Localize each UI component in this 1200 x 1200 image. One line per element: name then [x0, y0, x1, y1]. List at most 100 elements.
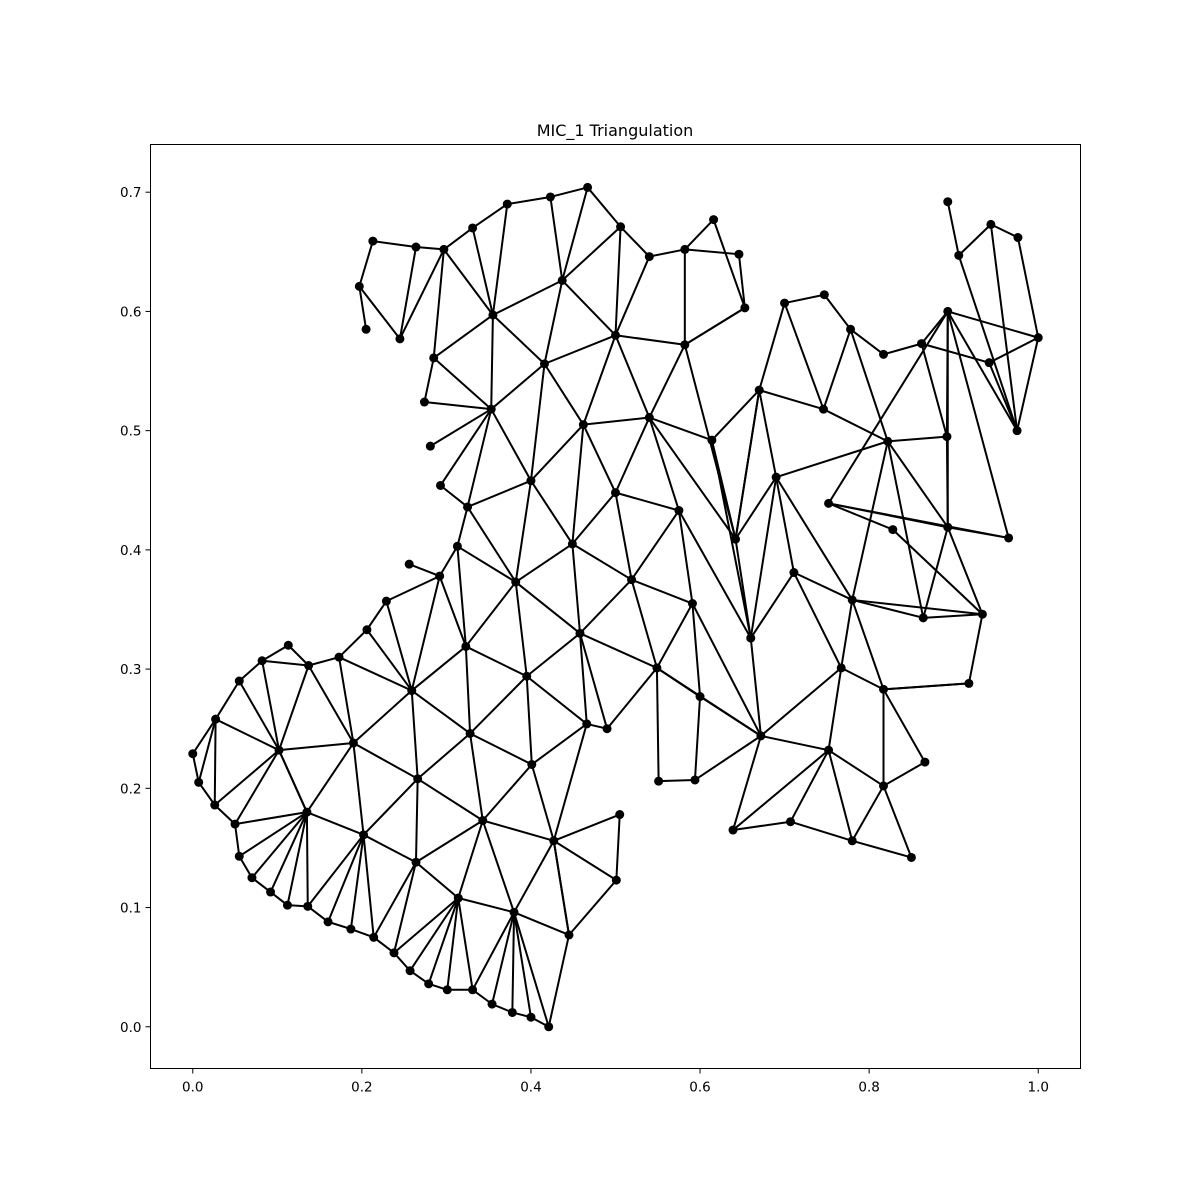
mesh-edge [614, 256, 651, 336]
y-tick-label: 0.3 [120, 662, 141, 678]
mesh-edge [749, 571, 795, 639]
mesh-edge [466, 408, 493, 508]
mesh-edge [851, 839, 912, 859]
mesh-edge [631, 578, 693, 605]
mesh-vertex [247, 873, 257, 883]
mesh-edge [946, 201, 960, 256]
x-tick-label: 0.4 [520, 1080, 541, 1096]
mesh-edge [408, 563, 441, 578]
mesh-edge [823, 408, 889, 443]
mesh-vertex [302, 807, 312, 817]
mesh-edge [734, 476, 777, 540]
mesh-edge [457, 897, 474, 990]
mesh-edge [525, 676, 533, 765]
mesh-edge [338, 657, 355, 744]
mesh-edge [261, 644, 289, 662]
mesh-edge [515, 543, 573, 583]
mesh-edge [630, 509, 680, 581]
mesh-edge [922, 526, 949, 619]
mesh-edge [464, 646, 472, 734]
mesh-vertex [695, 692, 705, 702]
mesh-edge [456, 546, 467, 647]
mesh-edge [614, 226, 622, 336]
mesh-edge [684, 248, 740, 256]
mesh-vertex [266, 887, 276, 897]
mesh-vertex [282, 900, 292, 910]
mesh-edge [658, 778, 696, 783]
mesh-edge [549, 196, 564, 281]
mesh-vertex [404, 559, 414, 569]
mesh-vertex [509, 907, 519, 917]
mesh-vertex [879, 781, 889, 791]
mesh-edge [424, 401, 492, 411]
mesh-edge [191, 718, 217, 755]
mesh-vertex [709, 215, 719, 225]
mesh-edge [571, 543, 633, 581]
mesh-edge [946, 310, 1018, 432]
mesh-edge [456, 506, 469, 547]
mesh-edge [553, 839, 617, 881]
mesh-edge [694, 735, 762, 781]
mesh-edge [561, 279, 617, 336]
mesh-vertex [486, 404, 496, 414]
mesh-vertex [1012, 426, 1022, 436]
mesh-vertex [879, 349, 889, 359]
mesh-edge [840, 599, 854, 669]
mesh-vertex [582, 719, 592, 729]
mesh-edge [684, 218, 715, 251]
mesh-edge [213, 719, 217, 806]
mesh-vertex [468, 223, 478, 233]
mesh-edge [526, 675, 588, 725]
mesh-vertex [836, 663, 846, 673]
mesh-edge [606, 667, 658, 730]
mesh-vertex [274, 745, 284, 755]
mesh-edge [456, 545, 517, 583]
mesh-vertex [304, 661, 314, 671]
mesh-edge [615, 334, 685, 346]
mesh-vertex [578, 420, 588, 430]
mesh-edge [649, 248, 686, 258]
mesh-edge [234, 811, 308, 826]
mesh-edge [886, 441, 925, 619]
mesh-edge [432, 249, 445, 359]
mesh-edge [887, 435, 947, 443]
x-tick-label: 0.2 [351, 1080, 372, 1096]
mesh-edge [433, 314, 494, 359]
mesh-edge [583, 416, 650, 426]
mesh-edge [760, 667, 842, 737]
mesh-edge [789, 749, 830, 823]
mesh-edge [372, 240, 417, 249]
mesh-edge [234, 749, 280, 825]
mesh-vertex [369, 932, 379, 942]
mesh-vertex [389, 948, 399, 958]
mesh-edge [491, 203, 509, 316]
mesh-vertex [680, 340, 690, 350]
mesh-edge [758, 389, 824, 411]
mesh-edge [482, 819, 555, 842]
mesh-vertex [746, 633, 756, 643]
mesh-edge [648, 416, 737, 540]
mesh-edge [615, 491, 680, 512]
mesh-vertex [687, 599, 697, 609]
mesh-edge [749, 476, 778, 639]
mesh-edge [543, 363, 585, 426]
mesh-edge [490, 408, 532, 482]
mesh-vertex [602, 724, 612, 734]
mesh-edge [883, 682, 969, 691]
mesh-edge [883, 761, 926, 787]
mesh-edge [892, 528, 984, 615]
mesh-vertex [943, 197, 953, 207]
mesh-edge [393, 862, 417, 954]
mesh-edge [691, 603, 702, 697]
mesh-edge [526, 632, 581, 678]
mesh-edge [338, 656, 413, 692]
mesh-edge [693, 696, 702, 781]
mesh-edge [469, 675, 528, 735]
mesh-edge [514, 480, 532, 583]
mesh-vertex [906, 852, 916, 862]
mesh-edge [410, 690, 419, 779]
mesh-vertex [780, 298, 790, 308]
mesh-edge [630, 579, 658, 669]
mesh-edge [411, 645, 467, 692]
mesh-edge [656, 667, 701, 698]
